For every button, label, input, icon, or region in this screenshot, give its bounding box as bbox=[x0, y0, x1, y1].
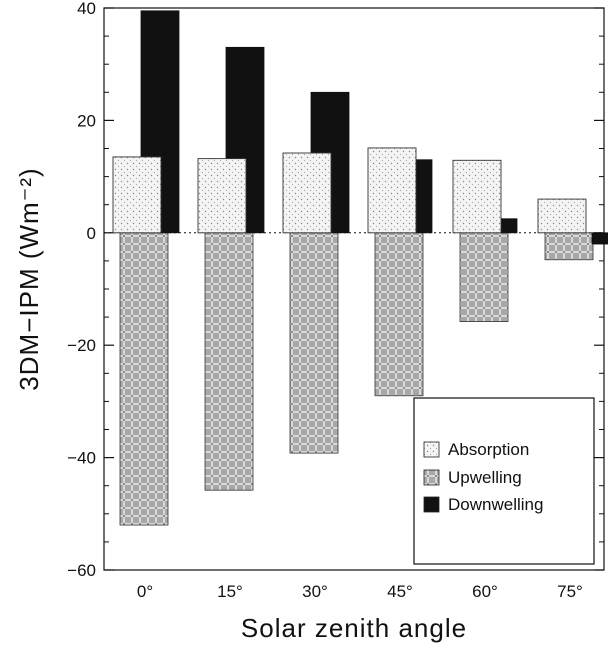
bar-downwelling bbox=[413, 159, 433, 234]
y-axis-title: 3DM−IPM (Wm⁻²) bbox=[14, 167, 44, 390]
bar-upwelling bbox=[119, 232, 169, 526]
x-tick-label: 75° bbox=[557, 582, 583, 601]
y-tick-label: −60 bbox=[67, 561, 96, 580]
bar-downwelling bbox=[498, 218, 518, 234]
x-axis-title: Solar zenith angle bbox=[241, 613, 467, 643]
legend-swatch-downwelling bbox=[423, 496, 440, 513]
bar-absorption bbox=[112, 156, 162, 234]
x-tick-label: 45° bbox=[387, 582, 413, 601]
bar-upwelling bbox=[289, 232, 339, 454]
bar-downwelling bbox=[591, 232, 608, 245]
x-tick-label: 30° bbox=[302, 582, 328, 601]
bar-absorption bbox=[367, 147, 417, 234]
legend-label-upwelling: Upwelling bbox=[448, 468, 522, 487]
y-tick-label: 20 bbox=[77, 111, 96, 130]
y-tick-label: −40 bbox=[67, 449, 96, 468]
bar-upwelling bbox=[459, 232, 509, 322]
y-tick-label: 0 bbox=[87, 224, 96, 243]
y-tick-label: 40 bbox=[77, 0, 96, 18]
legend-swatch-upwelling bbox=[423, 469, 440, 486]
legend-label-downwelling: Downwelling bbox=[448, 495, 543, 514]
x-tick-label: 15° bbox=[217, 582, 243, 601]
x-tick-label: 0° bbox=[137, 582, 153, 601]
bar-upwelling bbox=[374, 232, 424, 397]
legend-box bbox=[413, 397, 595, 565]
bar-absorption bbox=[282, 152, 332, 234]
bar-absorption bbox=[197, 158, 247, 234]
legend-swatch-absorption bbox=[423, 441, 440, 458]
bar-absorption bbox=[452, 159, 502, 234]
x-tick-label: 60° bbox=[472, 582, 498, 601]
y-tick-label: −20 bbox=[67, 336, 96, 355]
legend-label-absorption: Absorption bbox=[448, 440, 529, 459]
bar-upwelling bbox=[544, 232, 594, 261]
bar-absorption bbox=[537, 198, 587, 234]
bar-upwelling bbox=[204, 232, 254, 491]
